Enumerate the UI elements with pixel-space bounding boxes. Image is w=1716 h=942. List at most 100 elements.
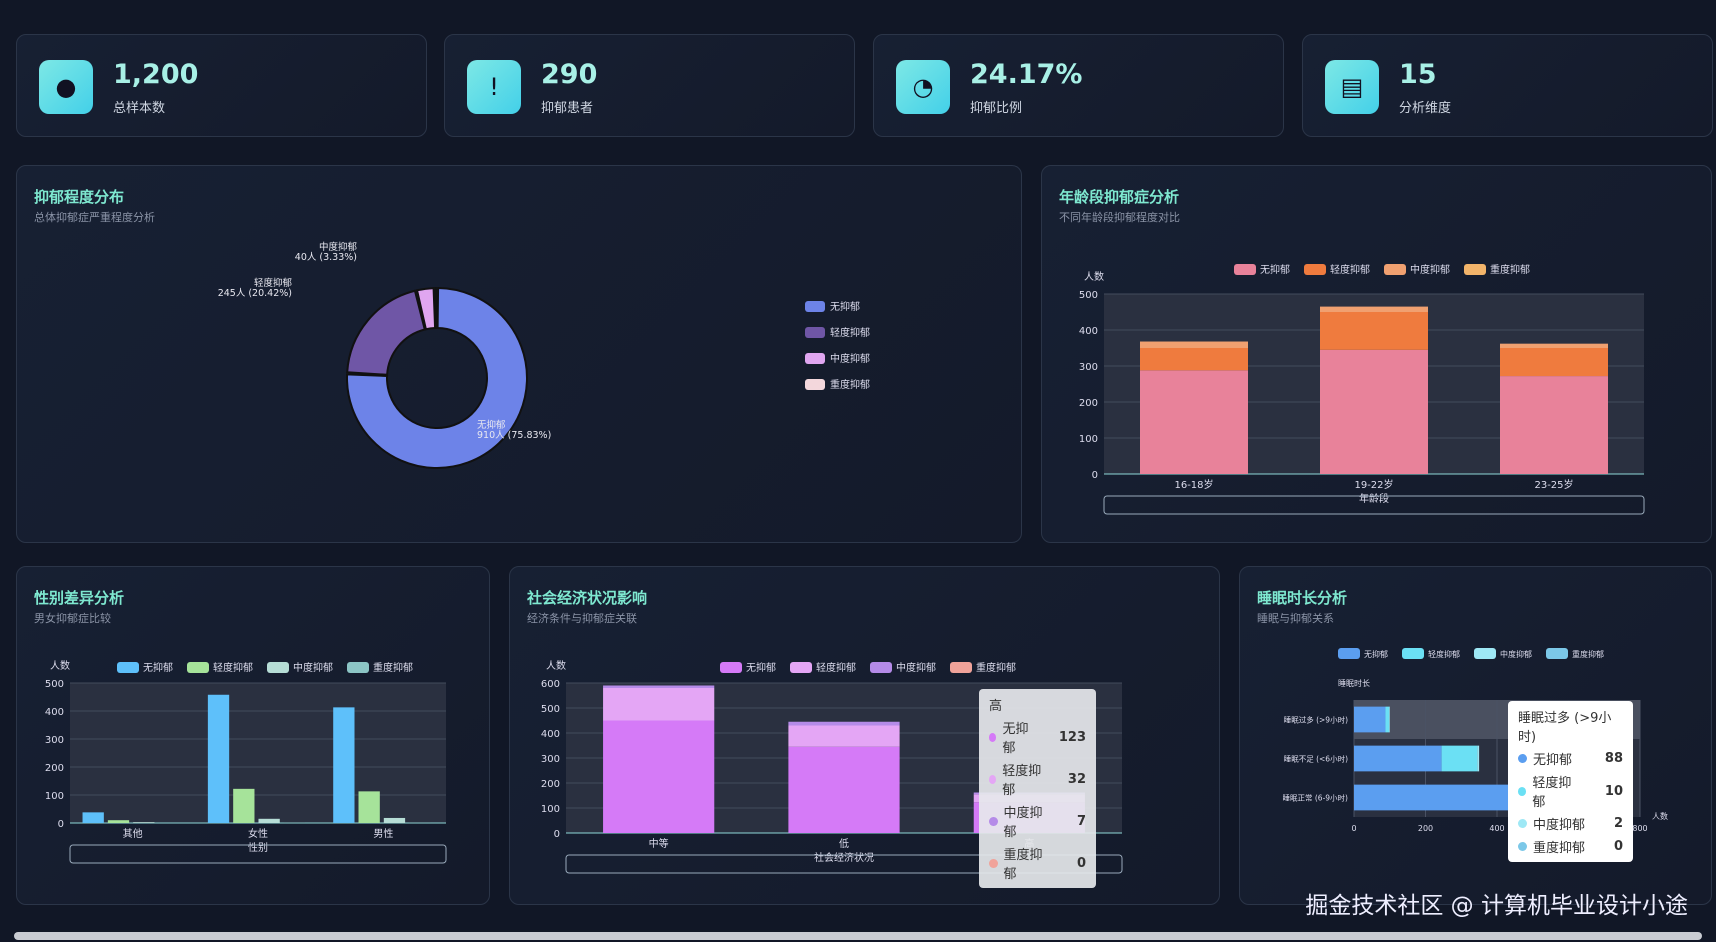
stat-value: 1,200 [113,59,199,90]
pie-icon: ◔ [896,60,950,114]
legend-swatch [1402,648,1424,659]
horizontal-scrollbar[interactable] [14,932,1702,940]
pie-label: 中度抑郁 [319,241,358,253]
panel-title: 社会经济状况影响 [527,589,648,607]
sleep-tooltip: 睡眠过多 (>9小时) 无抑郁 88 轻度抑郁 10 中度抑郁 2 重度抑郁 0 [1508,701,1633,862]
y-tick-label: 300 [1079,362,1098,373]
bar-segment [603,720,715,833]
tooltip-row: 无抑郁 88 [1518,749,1623,768]
bar-segment [1500,376,1608,474]
tooltip-title: 睡眠过多 (>9小时) [1518,711,1612,745]
x-axis-title: 人数 [1652,811,1668,821]
x-tick-label: 0 [1351,824,1356,833]
datazoom-slider[interactable] [1103,495,1645,515]
age-panel: 年龄段抑郁症分析 不同年龄段抑郁程度对比 0 100 200 300 400 500 人数 16… [1041,165,1712,543]
stat-card-dimensions: ▤ 15 分析维度 [1302,34,1713,137]
y-axis-title: 睡眠时长 [1338,678,1370,688]
tooltip-row: 重度抑郁 0 [989,844,1086,882]
legend-label: 轻度抑郁 [1428,649,1460,659]
stat-label: 分析维度 [1399,101,1452,116]
severity-panel: 抑郁程度分布 总体抑郁症严重程度分析 无抑郁 910人 (75.83%) 轻度抑郁 24… [16,165,1022,543]
ses-tooltip: 高 无抑郁 123 轻度抑郁 32 中度抑郁 7 重度抑郁 0 [979,689,1096,888]
bar-segment [788,746,900,833]
bar-segment [603,688,715,721]
bar [383,817,406,823]
y-tick-label: 500 [1079,290,1098,301]
pie-slice [415,287,437,331]
pie-slice [434,286,438,330]
legend-swatch [187,662,209,673]
y-tick-label: 0 [1092,470,1098,481]
legend-label: 重度抑郁 [1572,649,1604,659]
stat-label: 抑郁比例 [970,101,1023,116]
x-tick-label: 女性 [248,827,268,840]
y-axis-title: 人数 [50,659,70,672]
bar-segment [1354,706,1386,733]
bar [82,812,104,823]
legend-label: 中度抑郁 [1500,649,1532,659]
legend-swatch [805,327,825,338]
x-tick-label: 16-18岁 [1174,478,1213,491]
y-tick-label: 300 [541,754,560,765]
chart-svg: 0200400600800人数睡眠时长睡眠正常 (6-9小时)睡眠不足 (<6小… [1283,648,1668,833]
legend-swatch [870,662,892,673]
legend-swatch [1338,648,1360,659]
bar [107,820,130,823]
y-tick-label: 100 [1079,434,1098,445]
alert-icon: ! [467,60,521,114]
y-tick-label: 200 [45,763,64,774]
legend-label: 无抑郁 [1260,263,1290,276]
chart-svg: 0100200300400500600人数中等低高社会经济状况无抑郁轻度抑郁中度… [541,659,1123,874]
bar-segment [1500,343,1608,348]
pie-label: 245人 (20.42%) [218,288,292,299]
y-axis-title: 人数 [1084,270,1104,283]
legend-swatch [1384,264,1406,275]
panel-subtitle: 总体抑郁症严重程度分析 [34,211,155,224]
tooltip-row: 无抑郁 123 [989,718,1086,756]
y-axis-title: 人数 [546,659,566,672]
y-tick-label: 100 [541,804,560,815]
bar [258,818,280,823]
legend-label: 轻度抑郁 [1330,263,1370,276]
legend-swatch [347,662,369,673]
panel-subtitle: 男女抑郁症比较 [34,612,111,625]
tooltip-row: 重度抑郁 0 [1518,837,1623,856]
y-tick-label: 400 [45,707,64,718]
legend-swatch [805,379,825,390]
y-tick-label: 睡眠不足 (<6小时) [1284,754,1348,764]
bar-segment [1441,745,1478,772]
bar-segment [1500,348,1608,377]
legend-label: 中度抑郁 [1410,263,1450,276]
legend-swatch [117,662,139,673]
bar-segment [788,725,900,747]
legend-swatch [1474,648,1496,659]
y-tick-label: 0 [58,819,64,830]
x-tick-label: 男性 [373,827,393,840]
x-tick-label: 400 [1489,824,1504,833]
panel-title: 性别差异分析 [34,589,125,607]
datazoom-slider[interactable] [69,844,447,864]
legend-label: 重度抑郁 [976,661,1016,674]
stat-value: 24.17% [970,59,1083,90]
x-axis-title: 社会经济状况 [814,851,874,864]
gender-panel: 性别差异分析 男女抑郁症比较 0 100 200 300 400 500 人数 其他 女性 男性 性别… [16,566,490,905]
y-tick-label: 400 [541,729,560,740]
y-tick-label: 睡眠过多 (>9小时) [1284,715,1348,725]
bar [233,788,255,823]
bar-segment [788,721,900,726]
x-axis-title: 性别 [248,841,268,854]
datazoom-slider[interactable] [565,854,1123,874]
panel-title: 睡眠时长分析 [1257,589,1348,607]
panel-subtitle: 经济条件与抑郁症关联 [527,612,637,625]
legend-label: 重度抑郁 [830,378,870,391]
bar-segment [1320,312,1428,350]
tooltip-row: 轻度抑郁 10 [1518,772,1623,810]
pie-label: 轻度抑郁 [254,277,293,289]
legend-label: 无抑郁 [143,661,173,674]
pie-slice [346,289,426,376]
x-tick-label: 低 [839,837,849,850]
legend-swatch [790,662,812,673]
presentation-icon: ▤ [1325,60,1379,114]
x-tick-label: 800 [1632,824,1647,833]
